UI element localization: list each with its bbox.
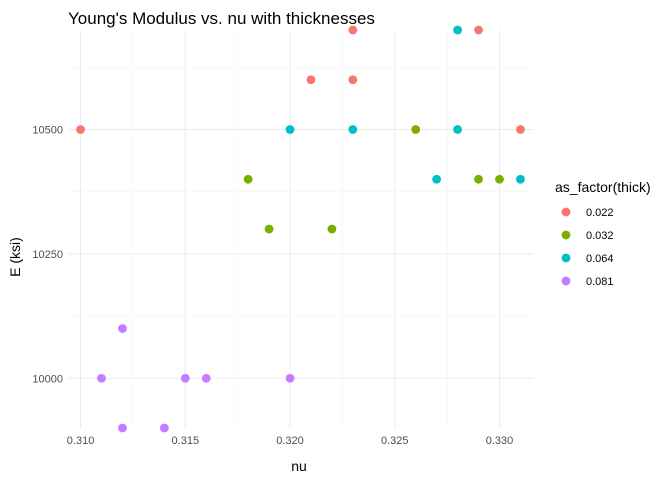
- legend-key: [561, 276, 571, 286]
- x-tick-label: 0.315: [172, 435, 200, 447]
- x-tick-label: 0.310: [67, 435, 95, 447]
- x-tick-label: 0.320: [276, 435, 304, 447]
- data-point: [285, 125, 295, 134]
- data-point: [327, 224, 337, 234]
- data-point: [453, 25, 462, 35]
- data-points: [76, 25, 525, 433]
- data-point: [516, 174, 525, 184]
- data-point: [411, 125, 421, 134]
- data-point: [348, 25, 358, 35]
- data-point: [159, 423, 169, 433]
- legend-key: [561, 230, 571, 240]
- x-tick-label: 0.330: [486, 435, 514, 447]
- data-point: [432, 174, 442, 184]
- data-point: [180, 373, 190, 383]
- chart-title: Young's Modulus vs. nu with thicknesses: [68, 9, 375, 28]
- legend-label: 0.022: [586, 207, 614, 219]
- legend-label: 0.032: [586, 230, 614, 242]
- data-point: [118, 324, 127, 333]
- data-point: [264, 224, 274, 234]
- data-point: [76, 125, 85, 134]
- x-tick-label: 0.325: [381, 435, 409, 447]
- data-point: [285, 373, 295, 383]
- legend-key: [561, 253, 571, 263]
- legend-label: 0.064: [586, 253, 614, 265]
- y-tick-label: 10000: [32, 373, 63, 385]
- data-point: [306, 75, 316, 85]
- y-axis-title: E (ksi): [7, 237, 23, 277]
- data-point: [453, 125, 462, 134]
- x-axis-title: nu: [291, 458, 307, 474]
- data-point: [97, 373, 106, 383]
- data-point: [348, 75, 358, 85]
- data-point: [243, 174, 253, 184]
- legend: as_factor(thick) 0.022 0.032 0.064 0.081: [555, 179, 651, 288]
- data-point: [201, 373, 211, 383]
- data-point: [474, 174, 483, 184]
- legend-key: [561, 207, 571, 217]
- y-tick-label: 10500: [32, 125, 63, 137]
- data-point: [495, 174, 504, 184]
- data-point: [516, 125, 525, 134]
- legend-title: as_factor(thick): [555, 179, 651, 195]
- legend-label: 0.081: [586, 276, 614, 288]
- data-point: [348, 125, 358, 134]
- grid: [68, 30, 533, 428]
- data-point: [118, 423, 127, 433]
- axis-ticks: 0.310 0.315 0.320 0.325 0.330 10000 10250 10500: [32, 125, 513, 448]
- data-point: [474, 25, 483, 35]
- y-tick-label: 10250: [32, 249, 63, 261]
